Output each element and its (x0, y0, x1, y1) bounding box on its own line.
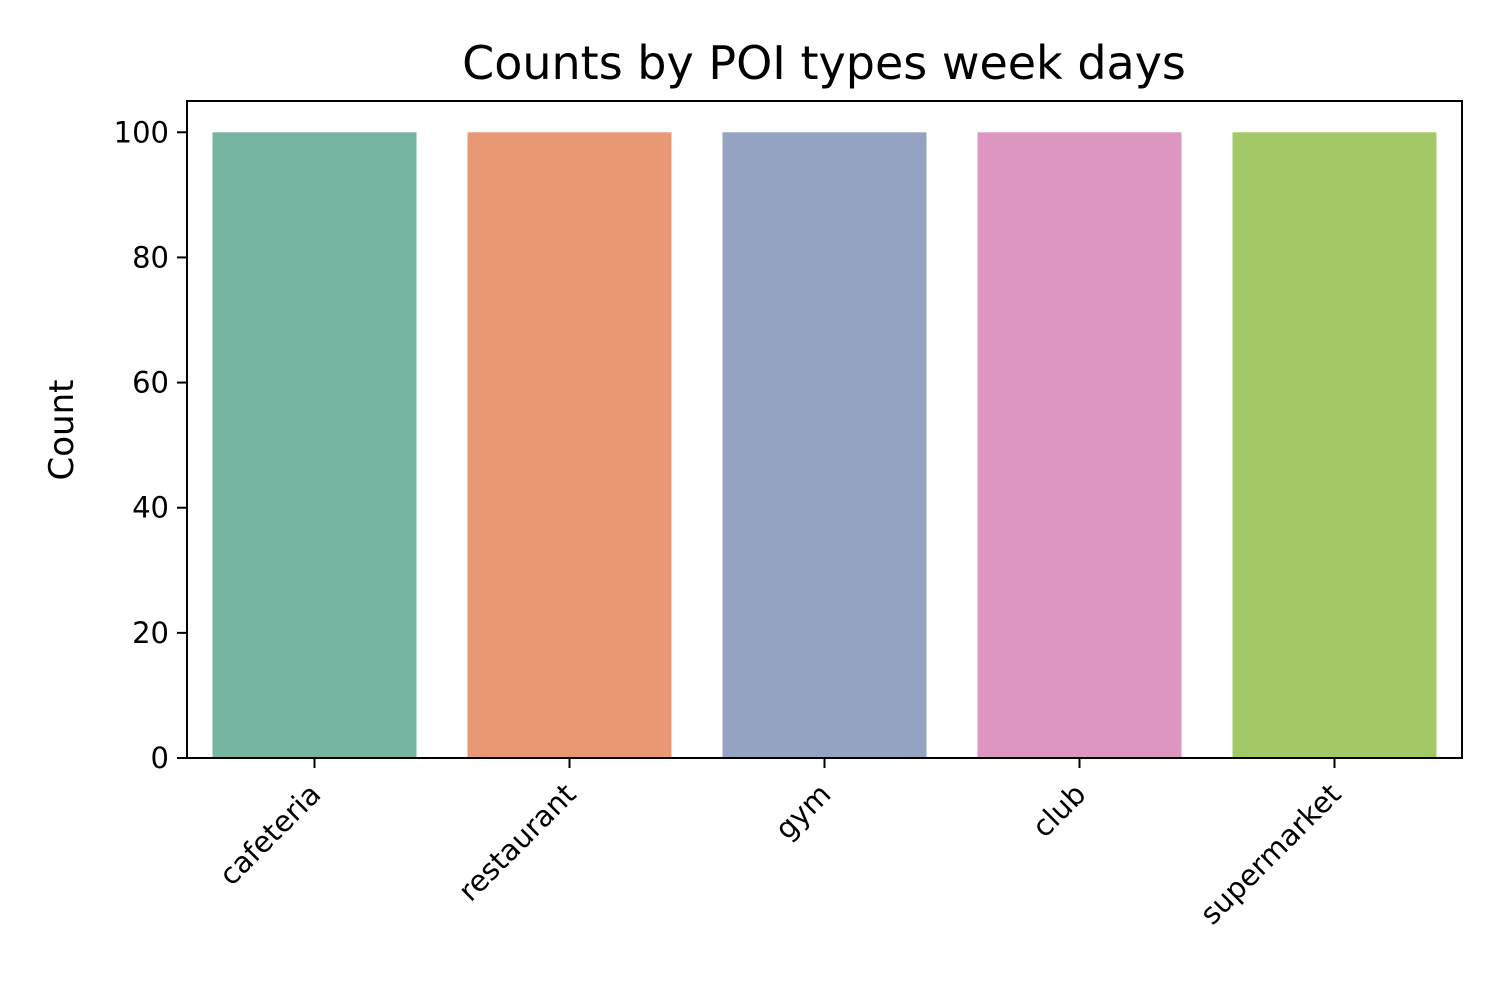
y-tick-label: 20 (132, 616, 169, 650)
x-tick-label: cafeteria (212, 777, 327, 892)
bars-group (213, 132, 1437, 758)
bar-supermarket (1233, 132, 1437, 758)
y-tick-label: 80 (132, 240, 169, 274)
y-tick-label: 100 (114, 115, 169, 149)
bar-cafeteria (213, 132, 417, 758)
y-tick-label: 40 (132, 491, 169, 525)
y-axis-label: Count (42, 380, 82, 481)
y-axis: 0 20 40 60 80 100 (114, 115, 187, 775)
x-tick-label: gym (768, 777, 837, 846)
y-tick-label: 60 (132, 366, 169, 400)
bar-gym (723, 132, 927, 758)
chart-title: Counts by POI types week days (462, 36, 1186, 90)
bar-club (978, 132, 1182, 758)
x-tick-label: club (1025, 777, 1092, 844)
bar-restaurant (468, 132, 672, 758)
y-tick-label: 0 (151, 741, 169, 775)
x-tick-label: supermarket (1193, 777, 1347, 931)
x-axis: cafeteria restaurant gym club supermarket (212, 758, 1347, 931)
x-tick-label: restaurant (451, 777, 582, 908)
